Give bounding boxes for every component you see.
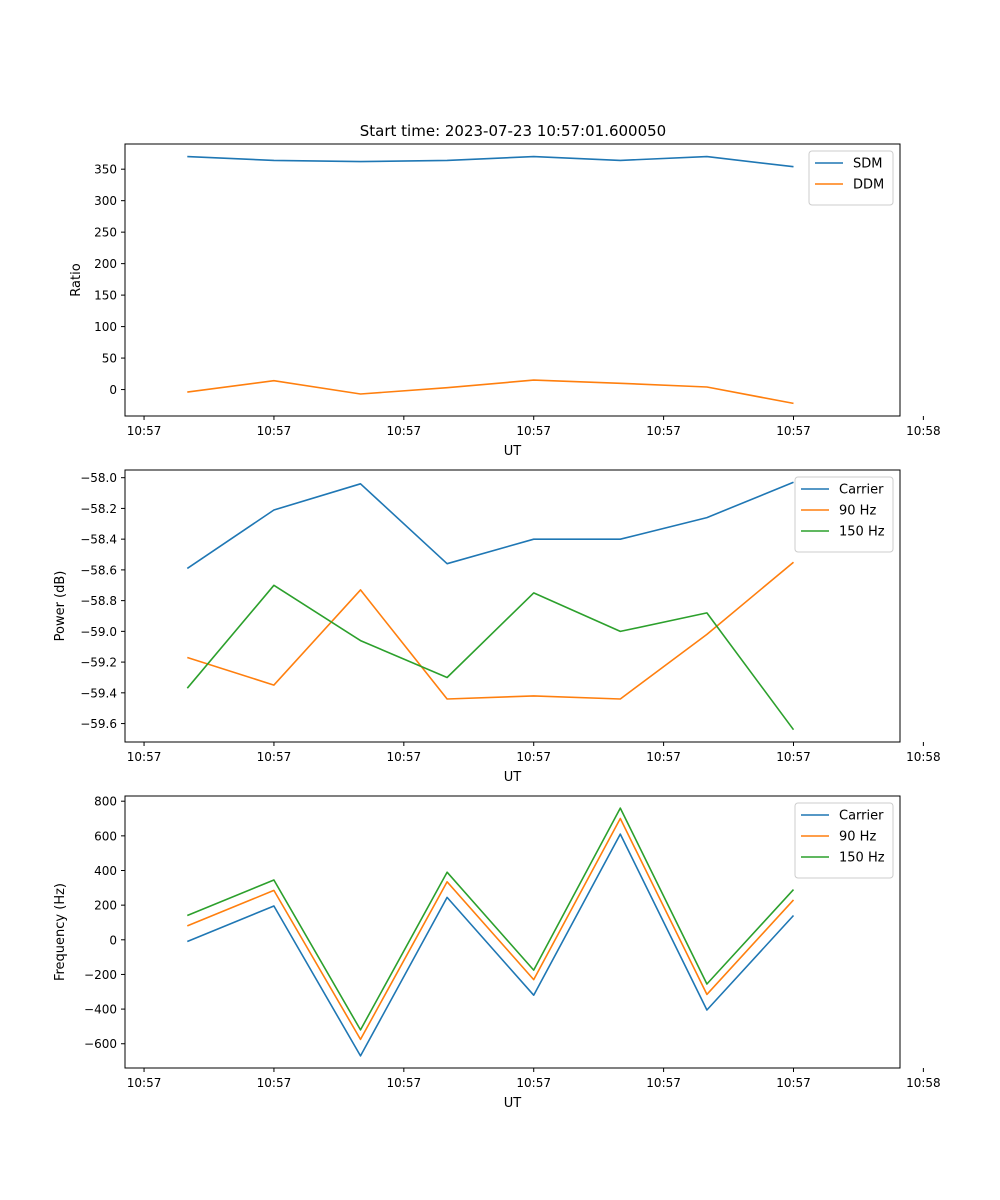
- legend-label: DDM: [853, 178, 884, 193]
- subplot-ratio: 10:57 10:57 10:57 10:57 10:57 10:57 10:58 0 50 10…: [69, 143, 941, 459]
- x-tick-label: 10:57: [516, 424, 551, 438]
- x-tick-label: 10:57: [646, 1076, 681, 1090]
- chart-title: Start time: 2023-07-23 10:57:01.600050: [360, 122, 666, 140]
- legend: Carrier 90 Hz 150 Hz: [794, 476, 894, 553]
- y-tick-label: 250: [94, 226, 117, 240]
- series-line-90-hz: [187, 561, 795, 700]
- x-tick-label: 10:58: [906, 1076, 941, 1090]
- series-line-150-hz: [186, 584, 795, 731]
- x-axis-label: UT: [504, 1096, 522, 1111]
- x-tick-label: 10:57: [516, 750, 551, 764]
- y-tick-label: −58.0: [80, 471, 117, 485]
- x-tick-label: 10:57: [646, 424, 681, 438]
- y-tick-label: 0: [109, 383, 117, 397]
- y-axis-label: Frequency (Hz): [53, 883, 68, 981]
- y-tick-label: 200: [94, 257, 117, 271]
- x-tick-label: 10:57: [257, 1076, 292, 1090]
- x-tick-label: 10:57: [127, 1076, 162, 1090]
- series-line-90-hz: [186, 817, 795, 1041]
- y-tick-label: −58.4: [80, 533, 117, 547]
- subplot-power: 10:57 10:57 10:57 10:57 10:57 10:57 10:58 −59.6…: [53, 469, 941, 785]
- x-tick-label: 10:57: [257, 424, 292, 438]
- legend: Carrier 90 Hz 150 Hz: [794, 802, 894, 879]
- y-tick-label: −58.8: [80, 594, 117, 608]
- legend-label: 150 Hz: [839, 851, 885, 866]
- x-tick-label: 10:57: [387, 750, 422, 764]
- subplot-frequency: 10:57 10:57 10:57 10:57 10:57 10:57 10:58 −600 −…: [53, 795, 941, 1111]
- legend-label: Carrier: [839, 809, 884, 824]
- x-axis-label: UT: [504, 770, 522, 785]
- y-tick-label: −59.4: [80, 686, 117, 700]
- x-tick-label: 10:57: [776, 750, 811, 764]
- plot-frame-power: [124, 469, 901, 743]
- x-tick-label: 10:58: [906, 750, 941, 764]
- legend-box: [794, 476, 894, 553]
- y-tick-label: −58.6: [80, 563, 117, 577]
- legend-label: 150 Hz: [839, 525, 885, 540]
- series-line-sdm: [187, 155, 794, 168]
- y-tick-label: 50: [102, 352, 117, 366]
- y-tick-label: −200: [84, 968, 117, 982]
- series-line-carrier: [186, 481, 794, 570]
- legend: SDM DDM: [808, 150, 894, 206]
- y-tick-label: 100: [94, 320, 117, 334]
- legend-label: SDM: [853, 157, 882, 172]
- series-line-150-hz: [186, 807, 795, 1031]
- x-tick-label: 10:57: [387, 424, 422, 438]
- legend-label: 90 Hz: [839, 830, 876, 845]
- y-tick-label: −58.2: [80, 502, 117, 516]
- y-tick-label: 600: [94, 829, 117, 843]
- y-axis-label: Ratio: [69, 263, 84, 296]
- y-tick-label: −600: [84, 1037, 117, 1051]
- legend-label: Carrier: [839, 483, 884, 498]
- plot-frame-ratio: [124, 143, 901, 417]
- x-tick-label: 10:57: [257, 750, 292, 764]
- x-tick-label: 10:57: [127, 750, 162, 764]
- series-line-carrier: [186, 833, 795, 1057]
- x-tick-label: 10:57: [127, 424, 162, 438]
- y-tick-label: 150: [94, 289, 117, 303]
- y-tick-label: 300: [94, 194, 117, 208]
- x-tick-label: 10:57: [776, 424, 811, 438]
- x-axis-label: UT: [504, 444, 522, 459]
- y-tick-label: 200: [94, 899, 117, 913]
- y-tick-label: −400: [84, 1003, 117, 1017]
- y-tick-label: 800: [94, 795, 117, 809]
- x-tick-label: 10:57: [516, 1076, 551, 1090]
- y-tick-label: 350: [94, 163, 117, 177]
- legend-box: [808, 150, 894, 206]
- plot-frame-frequency: [124, 795, 901, 1069]
- y-tick-label: −59.2: [80, 656, 117, 670]
- legend-box: [794, 802, 894, 879]
- legend-label: 90 Hz: [839, 504, 876, 519]
- x-tick-label: 10:57: [387, 1076, 422, 1090]
- y-tick-label: 400: [94, 864, 117, 878]
- y-tick-label: 0: [109, 933, 117, 947]
- y-tick-label: −59.6: [80, 717, 117, 731]
- y-axis-label: Power (dB): [53, 571, 68, 642]
- x-tick-label: 10:57: [776, 1076, 811, 1090]
- y-tick-label: −59.0: [80, 625, 117, 639]
- x-tick-label: 10:58: [906, 424, 941, 438]
- x-tick-label: 10:57: [646, 750, 681, 764]
- series-line-ddm: [187, 379, 794, 405]
